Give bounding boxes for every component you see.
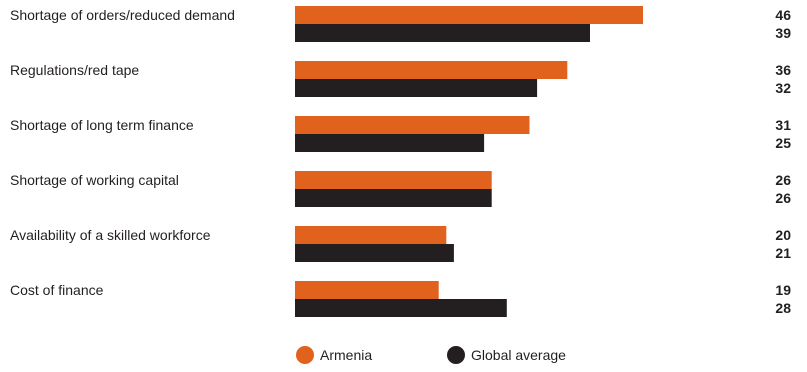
bar-global-average-availability-of-a-skilled-workforce: [295, 244, 454, 262]
category-label-shortage-of-working-capital: Shortage of working capital: [10, 172, 179, 188]
legend-label-global-average: Global average: [471, 347, 566, 363]
bar-global-average-cost-of-finance: [295, 299, 507, 317]
legend: Armenia Global average: [296, 346, 566, 364]
bar-global-average-shortage-of-orders-reduced-demand: [295, 24, 590, 42]
value-label-global-average-cost-of-finance: 28: [775, 300, 791, 316]
legend-swatch-armenia: [296, 346, 314, 364]
bar-armenia-shortage-of-long-term-finance: [295, 116, 530, 134]
value-label-global-average-shortage-of-long-term-finance: 25: [775, 135, 791, 151]
bar-armenia-shortage-of-orders-reduced-demand: [295, 6, 643, 24]
value-label-global-average-shortage-of-orders-reduced-demand: 39: [775, 25, 791, 41]
bar-global-average-shortage-of-working-capital: [295, 189, 492, 207]
value-label-armenia-shortage-of-long-term-finance: 31: [775, 117, 791, 133]
value-label-global-average-regulations-red-tape: 32: [775, 80, 791, 96]
bar-global-average-shortage-of-long-term-finance: [295, 134, 485, 152]
bar-armenia-shortage-of-working-capital: [295, 171, 492, 189]
bars: [295, 6, 643, 317]
value-labels: 46 39 36 32 31 25 26 26 20 21 19 28: [775, 7, 791, 316]
value-label-armenia-shortage-of-orders-reduced-demand: 46: [775, 7, 791, 23]
bar-armenia-cost-of-finance: [295, 281, 439, 299]
legend-label-armenia: Armenia: [320, 347, 372, 363]
value-label-global-average-availability-of-a-skilled-workforce: 21: [775, 245, 791, 261]
bar-armenia-availability-of-a-skilled-workforce: [295, 226, 447, 244]
value-label-armenia-cost-of-finance: 19: [775, 282, 791, 298]
value-label-armenia-availability-of-a-skilled-workforce: 20: [775, 227, 791, 243]
category-labels: Shortage of orders/reduced demand Regulat…: [10, 7, 235, 298]
value-label-global-average-shortage-of-working-capital: 26: [775, 190, 791, 206]
category-label-cost-of-finance: Cost of finance: [10, 282, 104, 298]
value-label-armenia-shortage-of-working-capital: 26: [775, 172, 791, 188]
bar-armenia-regulations-red-tape: [295, 61, 568, 79]
legend-swatch-global-average: [447, 346, 465, 364]
category-label-availability-of-a-skilled-workforce: Availability of a skilled workforce: [10, 227, 211, 243]
bar-global-average-regulations-red-tape: [295, 79, 538, 97]
value-label-armenia-regulations-red-tape: 36: [775, 62, 791, 78]
category-label-shortage-of-long-term-finance: Shortage of long term finance: [10, 117, 194, 133]
category-label-regulations-red-tape: Regulations/red tape: [10, 62, 139, 78]
category-label-shortage-of-orders-reduced-demand: Shortage of orders/reduced demand: [10, 7, 235, 23]
